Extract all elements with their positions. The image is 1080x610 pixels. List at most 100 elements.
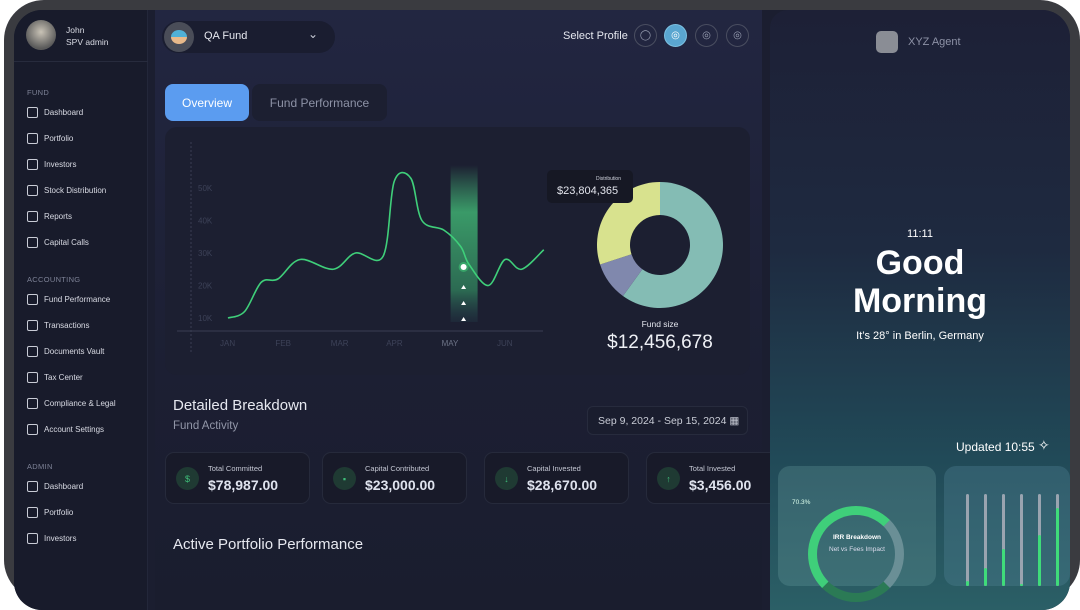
stat-card: ↓ Capital Invested $28,670.00 [484, 452, 629, 504]
menu-icon [27, 423, 38, 435]
menu-icon [27, 319, 38, 331]
sidebar-item-label: Documents Vault [44, 346, 105, 356]
bar-fill [984, 567, 987, 586]
tab-overview[interactable]: Overview [165, 84, 249, 121]
stat-label: Capital Contributed [365, 464, 430, 473]
sparkle-icon[interactable]: ✧ [1038, 437, 1050, 453]
profile-admin-icon[interactable]: ◎ [695, 24, 718, 47]
sidebar-item-capital-calls[interactable]: Capital Calls [27, 235, 89, 249]
tooltip-value: $23,804,365 [557, 185, 619, 197]
sidebar-item-label: Investors [44, 159, 77, 169]
menu-icon [27, 506, 38, 518]
fund-selector[interactable]: QA Fund ⌄ [162, 21, 335, 53]
profile-manager-icon[interactable]: ◎ [726, 24, 749, 47]
irr-card: 70.3% IRR Breakdown Net vs Fees Impact [778, 466, 936, 602]
sidebar-item-investors[interactable]: Investors [27, 157, 76, 171]
sidebar-item-label: Portfolio [44, 507, 74, 517]
stat-value: $28,670.00 [527, 477, 598, 493]
menu-icon [27, 236, 38, 248]
app-window: John SPV admin FUND Dashboard Portfolio Inve… [14, 10, 1070, 610]
sidebar-item-transactions[interactable]: Transactions [27, 318, 90, 332]
sidebar-item-label: Fund Performance [44, 294, 111, 304]
fund-logo [164, 22, 194, 52]
section-title: FUND [27, 88, 50, 97]
sidebar-item-compliance-legal[interactable]: Compliance & Legal [27, 396, 116, 410]
sidebar-item-label: Dashboard [44, 481, 84, 491]
stat-label: Total Invested [689, 464, 736, 473]
fund-size-label: Fund size [641, 319, 679, 329]
sidebar-item-documents-vault[interactable]: Documents Vault [27, 344, 104, 358]
x-tick-label: MAY [442, 339, 459, 348]
irr-gauge [808, 506, 904, 602]
stat-card: $ Total Committed $78,987.00 [165, 452, 310, 504]
bar-fill [966, 581, 969, 586]
marker-icon [461, 301, 467, 305]
donut-slice [600, 254, 643, 296]
fund-size-value: $12,456,678 [607, 332, 713, 353]
avatar [26, 20, 56, 50]
sidebar-item-reports[interactable]: Reports [27, 209, 72, 223]
bar-fill [1020, 584, 1023, 586]
agent-name: XYZ Agent [908, 36, 961, 48]
sidebar-item-label: Account Settings [44, 424, 105, 434]
fund-name: QA Fund [204, 30, 248, 42]
menu-icon [27, 158, 38, 170]
marker-icon [461, 285, 467, 289]
sidebar-item-stock-distribution[interactable]: Stock Distribution [27, 183, 106, 197]
irr-percent: 70.3% [792, 499, 811, 506]
stat-value: $23,000.00 [365, 477, 436, 493]
clock-time: 11:11 [907, 228, 933, 240]
menu-icon [27, 480, 38, 492]
user-profile[interactable]: John SPV admin [14, 10, 148, 62]
updated-time: Updated 10:55 [956, 440, 1035, 454]
active-portfolio-title: Active Portfolio Performance [173, 536, 364, 553]
sidebar-item-portfolio[interactable]: Portfolio [27, 505, 73, 519]
stat-label: Capital Invested [527, 464, 581, 473]
bar-track [1002, 494, 1005, 586]
menu-icon [27, 293, 38, 305]
profile-investor-icon[interactable]: ◎ [664, 24, 687, 47]
weather-text: It’s 28° in Berlin, Germany [856, 330, 984, 342]
line-series [227, 171, 545, 319]
user-name: John [66, 25, 85, 35]
agent-panel: XYZ Agent 11:11 Good Morning It’s 28° in… [770, 10, 1070, 610]
stat-card: ▪ Capital Contributed $23,000.00 [322, 452, 467, 504]
sidebar-item-investors[interactable]: Investors [27, 531, 76, 545]
sidebar-item-fund-performance[interactable]: Fund Performance [27, 292, 110, 306]
irr-subtitle: Net vs Fees Impact [829, 546, 885, 553]
stat-card: ↑ Total Invested $3,456.00 [646, 452, 791, 504]
greeting: Good Morning [852, 244, 988, 320]
sidebar-item-dashboard[interactable]: Dashboard [27, 105, 83, 119]
tab-fund-performance[interactable]: Fund Performance [252, 84, 387, 121]
calendar-icon: ▦ [729, 415, 740, 427]
select-profile-label: Select Profile [563, 30, 628, 42]
chevron-down-icon: ⌄ [308, 27, 319, 41]
stat-icon: $ [176, 467, 199, 490]
donut-slice [596, 182, 660, 265]
highlight-band [450, 165, 478, 322]
x-tick-label: FEB [275, 339, 291, 348]
breakdown-title: Detailed Breakdown [173, 397, 308, 414]
x-tick-label: APR [386, 339, 403, 348]
sidebar-item-label: Stock Distribution [44, 185, 107, 195]
sidebar-item-dashboard[interactable]: Dashboard [27, 479, 83, 493]
sidebar-item-portfolio[interactable]: Portfolio [27, 131, 73, 145]
sidebar-item-label: Transactions [44, 320, 90, 330]
agent-avatar [876, 31, 898, 53]
sidebar-item-account-settings[interactable]: Account Settings [27, 422, 104, 436]
profile-user-icon[interactable]: ◯ [634, 24, 657, 47]
y-tick-label: 30K [198, 249, 213, 258]
y-tick-label: 40K [198, 217, 213, 226]
sidebar: John SPV admin FUND Dashboard Portfolio Inve… [14, 10, 148, 610]
main-content: QA Fund ⌄ Select Profile ◯ ◎ ◎ ◎ Overvie… [155, 10, 791, 610]
donut-slice [622, 182, 724, 308]
bar-fill [1038, 535, 1041, 586]
x-tick-label: JUN [497, 339, 513, 348]
breakdown-subtitle: Fund Activity [173, 420, 239, 432]
bars-card [944, 466, 1070, 586]
sidebar-item-label: Portfolio [44, 133, 74, 143]
date-range-picker[interactable]: Sep 9, 2024 - Sep 15, 2024 ▦ [587, 406, 748, 435]
sidebar-item-tax-center[interactable]: Tax Center [27, 370, 83, 384]
section-title: ACCOUNTING [27, 275, 81, 284]
date-range-value: Sep 9, 2024 - Sep 15, 2024 [598, 415, 727, 427]
